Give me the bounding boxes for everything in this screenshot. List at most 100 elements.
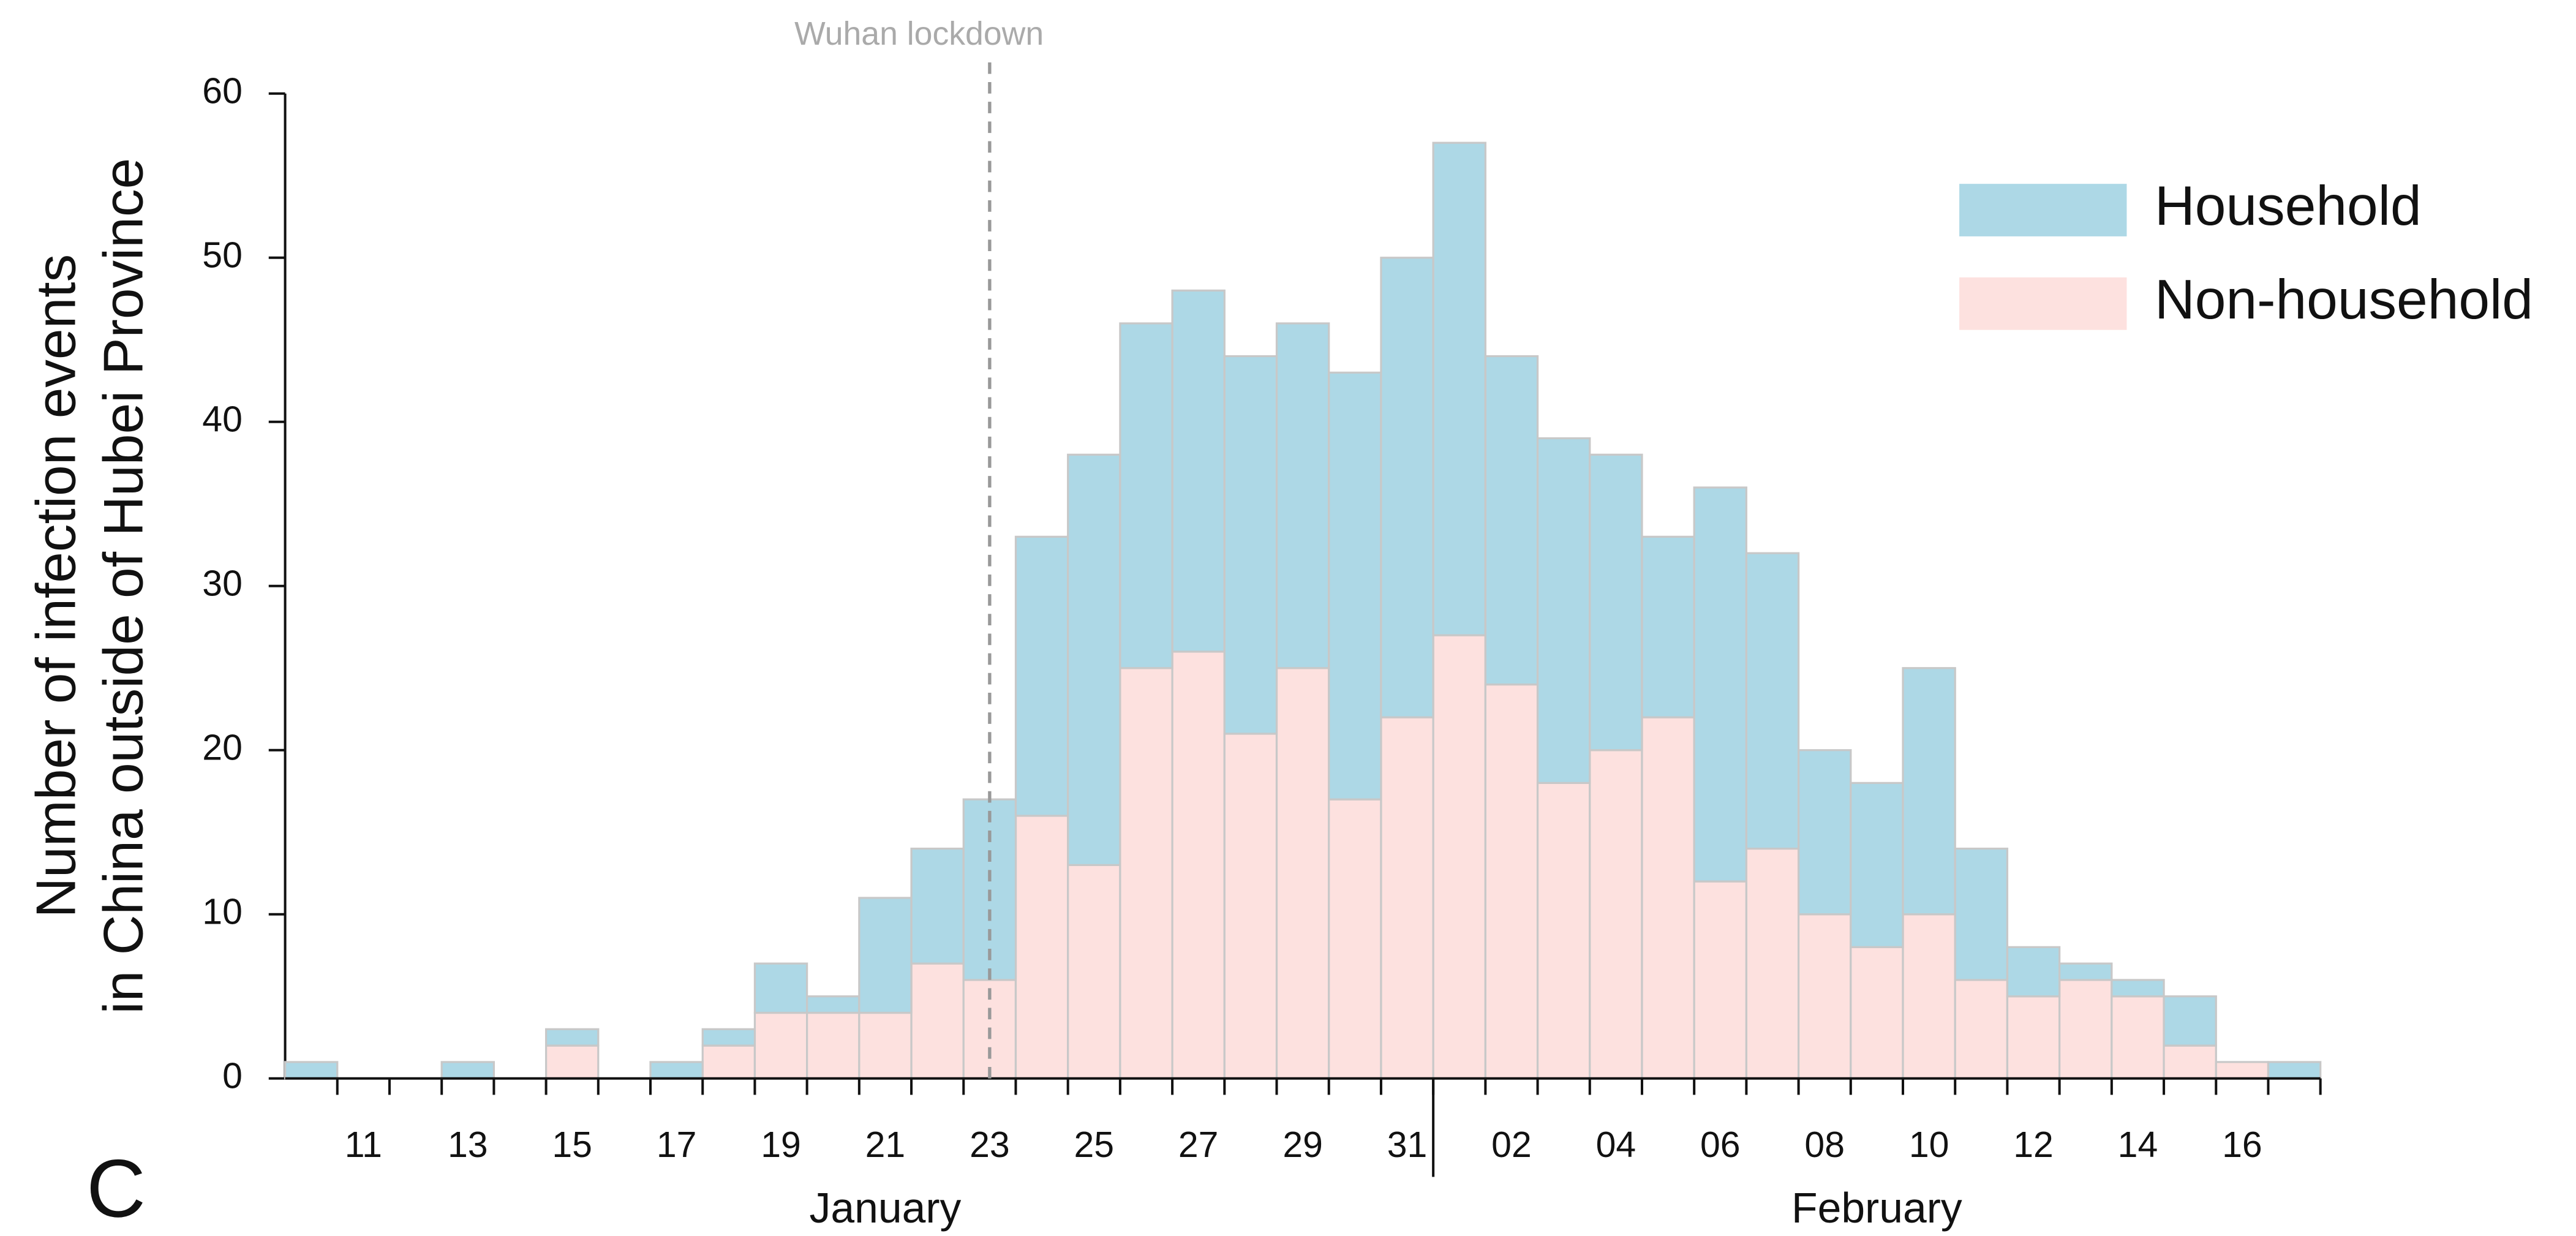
bar-segment — [1745, 552, 1800, 850]
bar-segment — [1797, 749, 1852, 916]
bar-segment — [544, 1028, 600, 1047]
bar-segment — [2058, 962, 2113, 981]
x-tick-label: 06 — [1700, 1125, 1741, 1165]
bar-segment — [1119, 322, 1173, 669]
x-tick-label: 10 — [1909, 1125, 1949, 1165]
bar-segment — [1014, 815, 1069, 1080]
bar-segment — [1693, 880, 1748, 1080]
y-tick-label: 50 — [202, 235, 243, 275]
bar-segment — [1275, 667, 1330, 1080]
bar-segment — [1484, 355, 1539, 686]
bar-segment — [1328, 371, 1382, 801]
bar-segment — [1223, 733, 1278, 1080]
bar-segment — [2267, 1061, 2322, 1080]
x-tick-label: 19 — [761, 1125, 801, 1165]
x-tick-label: 27 — [1178, 1125, 1219, 1165]
x-tick-label: 16 — [2222, 1125, 2262, 1165]
bar-segment — [1641, 535, 1695, 718]
bar-segment — [1328, 798, 1382, 1080]
legend-label: Household — [2155, 175, 2422, 237]
bar-segment — [1536, 782, 1591, 1080]
bar-segment — [2006, 946, 2061, 998]
x-tick-label: 25 — [1074, 1125, 1115, 1165]
legend-swatch — [1959, 184, 2127, 236]
bar-segment — [544, 1044, 600, 1080]
bar-segment — [1589, 749, 1643, 1080]
x-tick-label: 02 — [1491, 1125, 1532, 1165]
bar-segment — [1432, 634, 1486, 1080]
x-tick-label: 17 — [657, 1125, 697, 1165]
y-tick-label: 20 — [202, 728, 243, 767]
x-tick-label: 13 — [448, 1125, 488, 1165]
bar-segment — [806, 1011, 861, 1080]
bar-segment — [1380, 257, 1434, 718]
bar-segment — [1536, 437, 1591, 784]
y-tick-label: 40 — [202, 399, 243, 439]
bar-segment — [1380, 716, 1434, 1080]
x-tick-label: 08 — [1804, 1125, 1845, 1165]
bar-segment — [1432, 141, 1486, 636]
bar-segment — [806, 995, 861, 1014]
legend-swatch — [1959, 277, 2127, 330]
y-axis-label: Number of infection events — [25, 254, 87, 918]
bar-segment — [1797, 913, 1852, 1080]
bar-segment — [2006, 995, 2061, 1080]
bar-segment — [2111, 995, 2165, 1080]
bar-segment — [910, 962, 965, 1080]
bar-segment — [1275, 322, 1330, 669]
bar-segment — [1223, 355, 1278, 735]
bar-segment — [2163, 1044, 2217, 1080]
x-tick-label: 11 — [345, 1125, 382, 1165]
bar-segment — [1954, 847, 2009, 981]
y-tick-label: 0 — [222, 1056, 243, 1096]
bar-segment — [1850, 946, 1904, 1080]
bar-segment — [649, 1061, 704, 1080]
bar-segment — [1067, 453, 1121, 866]
bar-segment — [1067, 864, 1121, 1080]
x-tick-label: 15 — [552, 1125, 592, 1165]
x-tick-label: 12 — [2013, 1125, 2054, 1165]
x-tick-label: 04 — [1596, 1125, 1636, 1165]
annotation-text: Wuhan lockdown — [794, 15, 1044, 52]
x-group-label: February — [1791, 1184, 1962, 1232]
bar-segment — [2215, 1061, 2270, 1080]
bar-segment — [753, 1011, 808, 1080]
y-axis-label: in China outside of Hubei Province — [92, 158, 154, 1014]
bar-segment — [440, 1061, 495, 1080]
legend-label: Non-household — [2155, 269, 2533, 331]
bar-segment — [1954, 979, 2009, 1080]
bar-segment — [910, 847, 965, 965]
y-tick-label: 10 — [202, 892, 243, 932]
x-tick-label: 14 — [2118, 1125, 2158, 1165]
bar-segment — [1693, 486, 1748, 883]
bar-segment — [1119, 667, 1173, 1080]
x-tick-label: 23 — [970, 1125, 1010, 1165]
bar-segment — [1014, 535, 1069, 817]
x-group-label: January — [810, 1184, 962, 1232]
bar-segment — [2111, 979, 2165, 998]
x-tick-label: 31 — [1387, 1125, 1428, 1165]
bar-segment — [1641, 716, 1695, 1080]
bar-segment — [1902, 913, 1956, 1080]
bar-segment — [1850, 782, 1904, 948]
y-tick-label: 60 — [202, 71, 243, 111]
bar-segment — [2163, 995, 2217, 1047]
bar-segment — [858, 1011, 913, 1080]
bar-segment — [1484, 683, 1539, 1080]
bar-segment — [1171, 289, 1226, 653]
bar-segment — [701, 1044, 756, 1080]
bar-segment — [1171, 650, 1226, 1080]
y-tick-label: 30 — [202, 563, 243, 603]
bar-segment — [1589, 453, 1643, 752]
bar-segment — [858, 897, 913, 1014]
bar-segment — [284, 1061, 339, 1080]
x-tick-label: 29 — [1282, 1125, 1323, 1165]
bar-segment — [1745, 847, 1800, 1080]
panel-label: C — [86, 1143, 146, 1234]
x-tick-label: 21 — [865, 1125, 906, 1165]
bar-segment — [701, 1028, 756, 1047]
bar-segment — [753, 962, 808, 1014]
bar-segment — [1902, 667, 1956, 916]
